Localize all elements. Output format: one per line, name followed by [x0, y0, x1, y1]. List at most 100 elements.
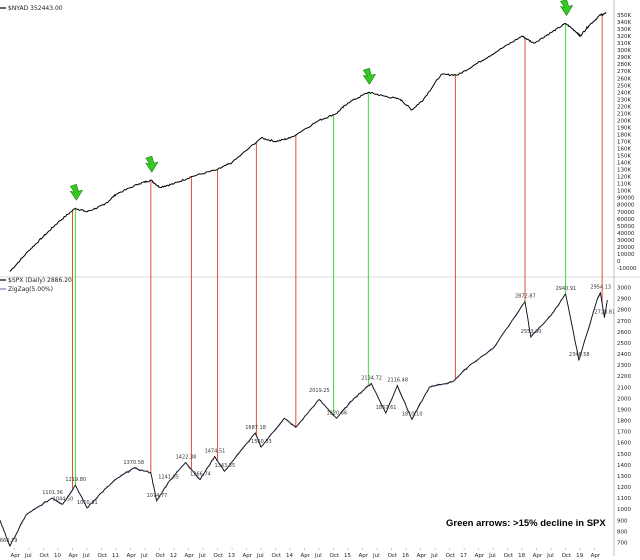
spx-y-tick-label: 3000: [617, 286, 631, 292]
spx-y-tick-label: 2700: [617, 319, 631, 325]
x-tick-label: Apr: [243, 553, 253, 559]
x-tick-label: Oct: [388, 553, 398, 559]
vertical-lines-layer: [72, 14, 603, 490]
spx-y-tick-label: 900: [617, 518, 628, 524]
x-tick-label: Apr: [69, 553, 79, 559]
x-tick-label: 15: [344, 553, 351, 559]
x-tick-label: Apr: [127, 553, 137, 559]
nyad-y-tick-label: 10000: [617, 252, 635, 258]
nyad-y-tick-label: -10000: [617, 266, 637, 272]
spx-data-label: 1101.36: [42, 490, 63, 496]
x-tick-label: Apr: [417, 553, 427, 559]
x-tick-label: Jul: [24, 553, 32, 559]
x-tick-label: Oct: [214, 553, 224, 559]
spx-series-layer: [0, 291, 608, 548]
spx-data-label: 1370.58: [123, 460, 144, 466]
spx-y-tick-label: 2300: [617, 363, 631, 369]
x-tick-label: Jul: [314, 553, 322, 559]
nyad-y-tick-label: 30000: [617, 238, 635, 244]
nyad-y-tick-label: 50000: [617, 224, 635, 230]
nyad-y-tick-label: 290K: [617, 55, 631, 61]
nyad-y-tick-label: 320K: [617, 34, 631, 40]
nyad-y-tick-label: 150K: [617, 154, 631, 160]
nyad-series-layer: [9, 12, 607, 272]
spx-data-label: 1474.51: [205, 449, 226, 455]
spx-header: $SPX (Daily) 2886.20: [8, 277, 72, 284]
spx-y-tick-label: 2500: [617, 341, 631, 347]
spx-data-label: 1810.10: [402, 411, 423, 417]
nyad-y-tick-label: 300K: [617, 48, 631, 54]
nyad-y-tick-label: 230K: [617, 97, 631, 103]
nyad-y-tick-label: 210K: [617, 111, 631, 117]
nyad-y-tick-label: 80000: [617, 203, 635, 209]
spx-y-tick-label: 1300: [617, 474, 631, 480]
spx-data-label: 2940.91: [556, 286, 577, 292]
x-tick-label: 18: [518, 553, 525, 559]
spx-y-tick-label: 1100: [617, 496, 631, 502]
spx-y-tick-label: 1400: [617, 463, 631, 469]
green-arrow-icon: [559, 0, 574, 17]
axes-layer: -100000100002000030000400005000060000700…: [11, 0, 637, 559]
spx-data-label: 2954.13: [590, 285, 611, 291]
nyad-y-tick-label: 260K: [617, 76, 631, 82]
spx-data-label: 2116.48: [387, 377, 408, 383]
x-tick-label: 12: [170, 553, 177, 559]
nyad-y-tick-label: 250K: [617, 83, 631, 89]
nyad-y-tick-label: 280K: [617, 62, 631, 68]
nyad-y-tick-label: 220K: [617, 104, 631, 110]
arrows-layer: [69, 0, 574, 201]
spx-y-tick-label: 2400: [617, 352, 631, 358]
spx-data-label: 1343.35: [214, 463, 235, 469]
spx-y-tick-label: 1200: [617, 485, 631, 491]
x-tick-label: 10: [54, 553, 61, 559]
nyad-y-tick-label: 170K: [617, 140, 631, 146]
nyad-y-tick-label: 330K: [617, 27, 631, 33]
spx-data-label: 2553.80: [521, 329, 542, 335]
spx-data-label: 1560.33: [251, 439, 272, 445]
x-tick-label: Jul: [198, 553, 206, 559]
spx-data-label: 1044.50: [53, 496, 74, 502]
x-tick-label: Oct: [562, 553, 572, 559]
nyad-y-tick-label: 160K: [617, 147, 631, 153]
nyad-y-tick-label: 190K: [617, 125, 631, 131]
spx-data-label: 1820.66: [326, 410, 347, 416]
x-tick-label: Jul: [430, 553, 438, 559]
x-tick-label: Oct: [40, 553, 50, 559]
spx-y-tick-label: 1900: [617, 407, 631, 413]
spx-y-tick-label: 1500: [617, 452, 631, 458]
spx-line: [0, 292, 608, 548]
green-arrow-icon: [69, 183, 84, 201]
x-tick-label: 13: [228, 553, 235, 559]
x-tick-label: Apr: [533, 553, 543, 559]
nyad-y-tick-label: 340K: [617, 20, 631, 26]
spx-y-tick-label: 2900: [617, 297, 631, 303]
x-tick-label: Jul: [372, 553, 380, 559]
x-tick-label: Oct: [446, 553, 456, 559]
nyad-header: $NYAD 352443.00: [8, 5, 63, 12]
nyad-line: [9, 12, 607, 272]
nyad-y-tick-label: 90000: [617, 196, 635, 202]
spx-y-tick-label: 1000: [617, 507, 631, 513]
spx-data-label: 1266.74: [190, 472, 211, 478]
nyad-y-tick-label: 110K: [617, 182, 631, 188]
nyad-y-tick-label: 0: [617, 259, 621, 265]
nyad-y-tick-label: 240K: [617, 90, 631, 96]
spx-data-label: 666.79: [0, 538, 17, 544]
x-tick-label: Jul: [488, 553, 496, 559]
spx-data-label: 1010.91: [77, 500, 98, 506]
spx-y-tick-label: 2800: [617, 308, 631, 314]
nyad-y-tick-label: 60000: [617, 217, 635, 223]
nyad-y-tick-label: 20000: [617, 245, 635, 251]
spx-y-tick-label: 2600: [617, 330, 631, 336]
nyad-y-tick-label: 180K: [617, 132, 631, 138]
x-tick-label: Apr: [475, 553, 485, 559]
spx-data-label: 2872.87: [515, 294, 536, 300]
x-tick-label: 17: [460, 553, 467, 559]
nyad-y-tick-label: 70000: [617, 210, 635, 216]
x-tick-label: Oct: [504, 553, 514, 559]
nyad-y-tick-label: 350K: [617, 13, 631, 19]
spx-y-tick-label: 700: [617, 540, 628, 546]
spx-y-tick-label: 1800: [617, 419, 631, 425]
nyad-y-tick-label: 130K: [617, 168, 631, 174]
